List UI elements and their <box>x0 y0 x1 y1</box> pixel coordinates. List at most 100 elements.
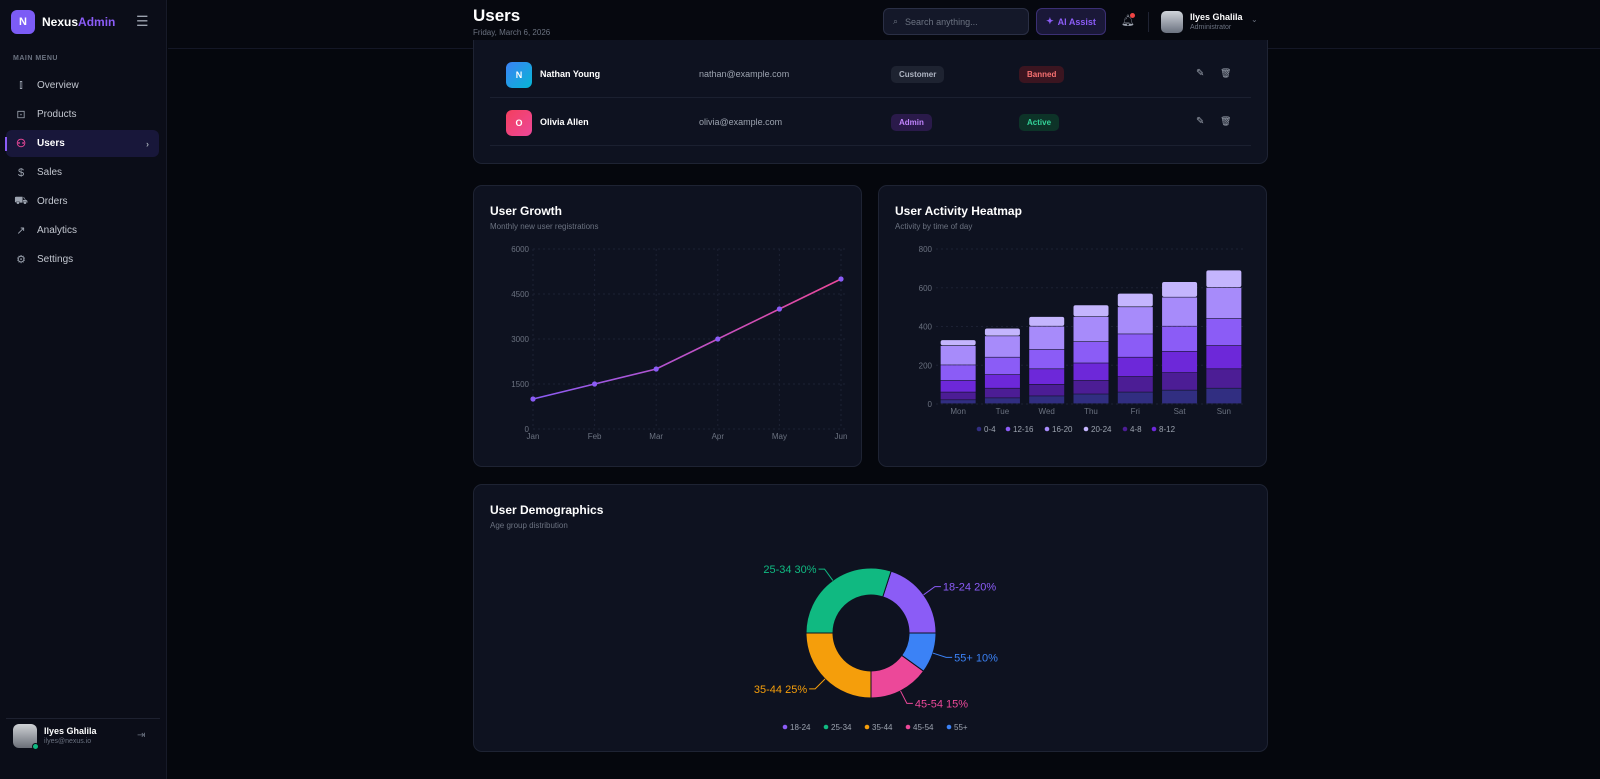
donut-slice[interactable] <box>901 632 937 672</box>
bar-segment[interactable] <box>984 374 1020 388</box>
data-point[interactable] <box>838 276 844 282</box>
bar-segment[interactable] <box>1206 345 1242 369</box>
x-tick-label: Apr <box>712 432 725 441</box>
chevron-down-icon[interactable]: ⌄ <box>1251 15 1258 24</box>
donut-slice[interactable] <box>805 567 892 634</box>
bar-segment[interactable] <box>984 388 1020 398</box>
bar-segment[interactable] <box>1117 334 1153 357</box>
logout-icon[interactable]: ⇥ <box>137 730 146 741</box>
legend-label[interactable]: 8-12 <box>1159 425 1176 434</box>
bar-segment[interactable] <box>940 345 976 365</box>
data-point[interactable] <box>776 306 782 312</box>
data-point[interactable] <box>592 381 598 387</box>
bar-segment[interactable] <box>1117 392 1153 404</box>
status-badge: Banned <box>1019 66 1065 83</box>
menu-toggle-icon[interactable]: ☰ <box>136 13 149 29</box>
donut-slice[interactable] <box>882 570 937 634</box>
bar-segment[interactable] <box>1073 316 1109 342</box>
sidebar-item-label: Sales <box>37 167 63 178</box>
bar-segment[interactable] <box>1117 357 1153 377</box>
sidebar-item-label: Overview <box>37 80 79 91</box>
bar-segment[interactable] <box>1206 318 1242 346</box>
bar-segment[interactable] <box>984 357 1020 375</box>
trash-icon[interactable]: 🗑︎ <box>1220 116 1232 126</box>
legend-label[interactable]: 12-16 <box>1013 425 1034 434</box>
edit-icon[interactable]: ✎ <box>1196 116 1205 127</box>
sidebar-item-products[interactable]: ⊡ Products <box>6 101 159 128</box>
bar-segment[interactable] <box>940 340 976 346</box>
data-point[interactable] <box>530 396 536 402</box>
legend-label[interactable]: 35-44 <box>872 723 893 732</box>
legend-label[interactable]: 45-54 <box>913 723 934 732</box>
bar-segment[interactable] <box>1162 297 1198 326</box>
stacked-bar-chart: 0 200 400 600 800 Mon Tue Wed Thu Fri Sat Sun 0-4 12-… <box>919 245 1246 434</box>
sidebar-item-settings[interactable]: ⚙ Settings <box>6 246 159 273</box>
y-tick-label: 0 <box>928 400 933 409</box>
bar-segment[interactable] <box>1162 390 1198 404</box>
legend-label[interactable]: 16-20 <box>1052 425 1073 434</box>
sidebar-item-analytics[interactable]: ↗ Analytics <box>6 217 159 244</box>
legend-label[interactable]: 0-4 <box>984 425 996 434</box>
data-point[interactable] <box>715 336 721 342</box>
legend-label[interactable]: 18-24 <box>790 723 811 732</box>
bell-icon[interactable]: 🔔︎ <box>1121 15 1135 27</box>
bar-segment[interactable] <box>1206 369 1242 388</box>
bar-segment[interactable] <box>984 336 1020 357</box>
bar-segment[interactable] <box>1162 281 1198 297</box>
sidebar-item-users[interactable]: ⚇ Users › <box>5 130 159 157</box>
bar-segment[interactable] <box>1162 326 1198 352</box>
bar-segment[interactable] <box>940 392 976 400</box>
user-name: Nathan Young <box>540 69 601 79</box>
bar-segment[interactable] <box>1073 342 1109 363</box>
bar-segment[interactable] <box>1073 394 1109 404</box>
bar-segment[interactable] <box>1073 363 1109 381</box>
bar-segment[interactable] <box>1029 349 1065 369</box>
slice-label: 55+ 10% <box>954 652 998 664</box>
sidebar-item-orders[interactable]: ⛟ Orders <box>6 188 159 215</box>
sidebar-item-overview[interactable]: ⫾ Overview <box>6 72 159 99</box>
bar-segment[interactable] <box>1073 380 1109 394</box>
bar-segment[interactable] <box>1029 384 1065 396</box>
search-input[interactable]: ⌕ Search anything... <box>883 8 1029 35</box>
bar-segment[interactable] <box>1117 293 1153 307</box>
bar-segment[interactable] <box>984 328 1020 336</box>
data-point[interactable] <box>653 366 659 372</box>
bar-segment[interactable] <box>1029 316 1065 326</box>
bar-segment[interactable] <box>1029 396 1065 404</box>
legend-label[interactable]: 55+ <box>954 723 968 732</box>
x-tick-label: Mon <box>950 407 966 416</box>
chevron-right-icon: › <box>146 138 149 149</box>
bar-segment[interactable] <box>1117 376 1153 392</box>
bar-segment[interactable] <box>1206 287 1242 319</box>
trash-icon[interactable]: 🗑︎ <box>1220 68 1232 78</box>
sidebar-user-name: Ilyes Ghalila <box>44 726 97 736</box>
bar-segment[interactable] <box>1206 270 1242 288</box>
label-leader <box>809 678 826 690</box>
bar-segment[interactable] <box>1162 373 1198 390</box>
legend-label[interactable]: 20-24 <box>1091 425 1112 434</box>
bar-segment[interactable] <box>984 398 1020 404</box>
sidebar-item-sales[interactable]: $ Sales <box>6 159 159 186</box>
bar-segment[interactable] <box>940 365 976 381</box>
bar-segment[interactable] <box>940 380 976 392</box>
dollar-icon: $ <box>17 166 25 179</box>
legend-label[interactable]: 25-34 <box>831 723 852 732</box>
page-date: Friday, March 6, 2026 <box>473 28 551 37</box>
bar-segment[interactable] <box>1073 305 1109 317</box>
bar-segment[interactable] <box>1029 369 1065 385</box>
bar-segment[interactable] <box>1206 388 1242 404</box>
sidebar-item-label: Settings <box>37 254 74 265</box>
ai-assist-button[interactable]: ✦ AI Assist <box>1036 8 1106 35</box>
chart-subtitle: Monthly new user registrations <box>490 222 599 231</box>
bar-segment[interactable] <box>940 400 976 404</box>
bar-segment[interactable] <box>1029 326 1065 350</box>
status-badge: Active <box>1019 114 1060 131</box>
legend-swatch <box>782 724 788 730</box>
bar-segment[interactable] <box>1162 351 1198 373</box>
edit-icon[interactable]: ✎ <box>1196 68 1205 79</box>
avatar[interactable] <box>1161 11 1183 33</box>
bar-segment[interactable] <box>1117 307 1153 334</box>
ai-assist-label: AI Assist <box>1057 16 1096 27</box>
legend-label[interactable]: 4-8 <box>1130 425 1142 434</box>
y-tick-label: 6000 <box>511 245 529 254</box>
